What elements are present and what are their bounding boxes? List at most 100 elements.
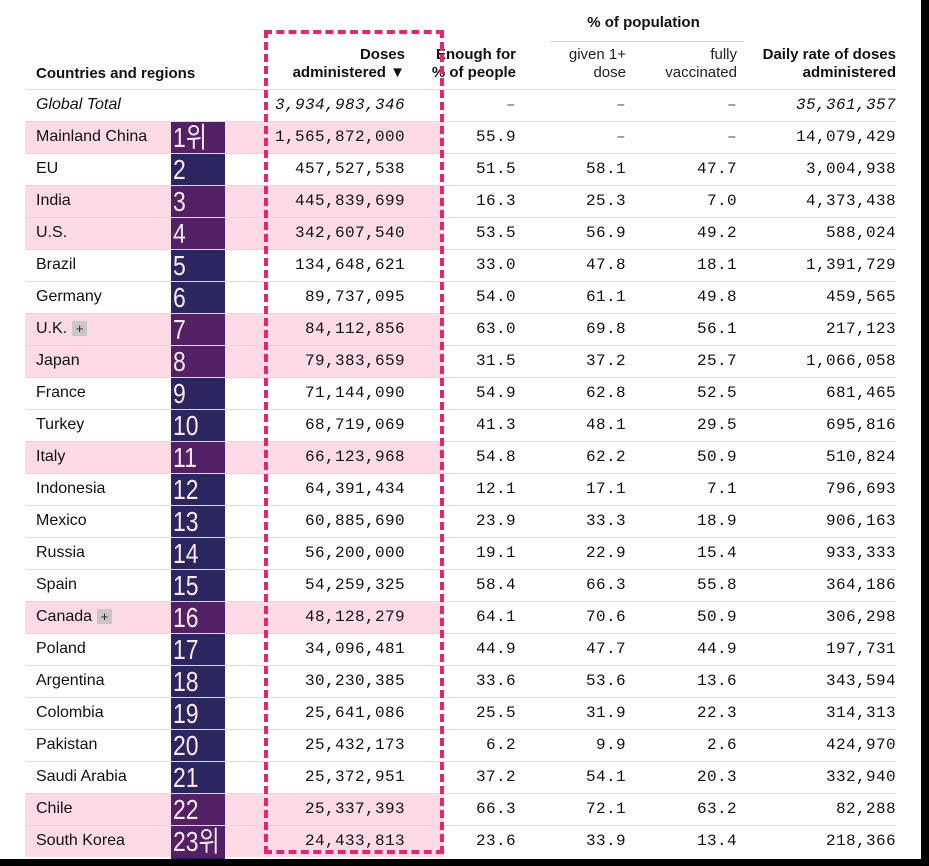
enough-value: 16.3 [475,192,516,210]
country-label: Japan [36,352,80,369]
doses-value: 79,383,659 [304,352,405,370]
rank-number: 18 [173,666,199,697]
daily-rate-value: 906,163 [825,512,896,530]
enough-value: 51.5 [475,160,516,178]
daily-rate-value: 681,465 [825,384,896,402]
country-name: Germany [36,281,102,313]
header-daily-rate[interactable]: Daily rate of doses administered [740,46,896,82]
country-label: Turkey [36,416,85,433]
rank-number: 8 [173,346,186,377]
row-highlight [25,218,444,249]
enough-value: 53.5 [475,224,516,242]
row-divider [25,633,896,634]
one-dose-value: 9.9 [595,736,626,754]
country-label: U.K. [36,320,68,337]
fully-vaccinated-value: – [726,128,737,146]
country-label: Brazil [36,256,77,273]
row-divider [25,377,896,378]
global-total-label: Global Total [36,96,121,113]
doses-value: 84,112,856 [304,320,405,338]
country-label: Germany [36,288,102,305]
row-divider [25,601,896,602]
row-divider [25,345,896,346]
country-label: Russia [36,544,85,561]
doses-value: 24,433,813 [304,832,405,850]
country-label: Colombia [36,704,104,721]
row-highlight [25,602,444,633]
country-name: Canada + [36,601,113,633]
expand-plus-icon[interactable]: + [72,321,88,337]
expand-plus-icon[interactable]: + [97,609,113,625]
country-label: Indonesia [36,480,106,497]
enough-value: 19.1 [475,544,516,562]
daily-rate-value: 459,565 [825,288,896,306]
row-divider [25,793,896,794]
fully-vaccinated-value: 55.8 [696,576,737,594]
country-name: EU [36,153,58,185]
country-label: Chile [36,800,73,817]
country-name: Japan [36,345,80,377]
one-dose-value: 22.9 [585,544,626,562]
global-total-daily: 35,361,357 [795,96,896,114]
country-name: Russia [36,537,85,569]
rank-highlight [171,122,225,153]
row-highlight [25,442,444,473]
daily-rate-value: 217,123 [825,320,896,338]
header-countries[interactable]: Countries and regions [36,65,196,82]
rank-number: 15 [173,570,199,601]
country-name: Argentina [36,665,105,697]
fully-vaccinated-value: 7.1 [706,480,737,498]
row-divider [25,537,896,538]
country-label: Pakistan [36,736,98,753]
enough-value: 41.3 [475,416,516,434]
header-fully-vaccinated[interactable]: fully vaccinated [640,46,737,82]
rank-number: 1위 [173,122,207,153]
doses-value: 56,200,000 [304,544,405,562]
daily-rate-value: 218,366 [825,832,896,850]
enough-value: 54.8 [475,448,516,466]
enough-value: 6.2 [485,736,516,754]
country-name: Italy [36,441,65,473]
header-given-line2: dose [593,64,626,81]
daily-rate-value: 695,816 [825,416,896,434]
country-name: Poland [36,633,86,665]
row-divider [25,569,896,570]
rank-number: 9 [173,378,186,409]
rank-number: 22 [173,794,199,825]
doses-value: 25,372,951 [304,768,405,786]
rank-number: 6 [173,282,186,313]
enough-value: 33.0 [475,256,516,274]
header-fully-line1: fully [710,46,737,63]
daily-rate-value: 314,313 [825,704,896,722]
country-name: South Korea [36,825,125,857]
one-dose-value: 66.3 [585,576,626,594]
enough-value: 66.3 [475,800,516,818]
country-name: Spain [36,569,77,601]
header-daily-line1: Daily rate of doses [762,46,896,63]
fully-vaccinated-value: 49.8 [696,288,737,306]
daily-rate-value: 14,079,429 [795,128,896,146]
daily-rate-value: 3,004,938 [805,160,896,178]
header-given-line1: given 1+ [568,46,626,63]
rank-number: 10 [173,410,199,441]
daily-rate-value: 364,186 [825,576,896,594]
doses-value: 342,607,540 [294,224,405,242]
header-given-dose[interactable]: given 1+ dose [540,46,626,82]
rank-highlight [171,442,225,473]
header-doses[interactable]: Doses administered ▼ [262,46,405,82]
one-dose-value: 47.8 [585,256,626,274]
enough-value: 54.9 [475,384,516,402]
rank-number: 21 [173,762,199,793]
header-fully-line2: vaccinated [665,64,737,81]
header-doses-line1: Doses [359,46,405,63]
header-enough[interactable]: Enough for % of people [410,46,516,82]
enough-value: 63.0 [475,320,516,338]
fully-vaccinated-value: 25.7 [696,352,737,370]
one-dose-value: – [615,128,626,146]
daily-rate-value: 424,970 [825,736,896,754]
daily-rate-value: 796,693 [825,480,896,498]
doses-value: 25,337,393 [304,800,405,818]
fully-vaccinated-value: 15.4 [696,544,737,562]
enough-value: 54.0 [475,288,516,306]
